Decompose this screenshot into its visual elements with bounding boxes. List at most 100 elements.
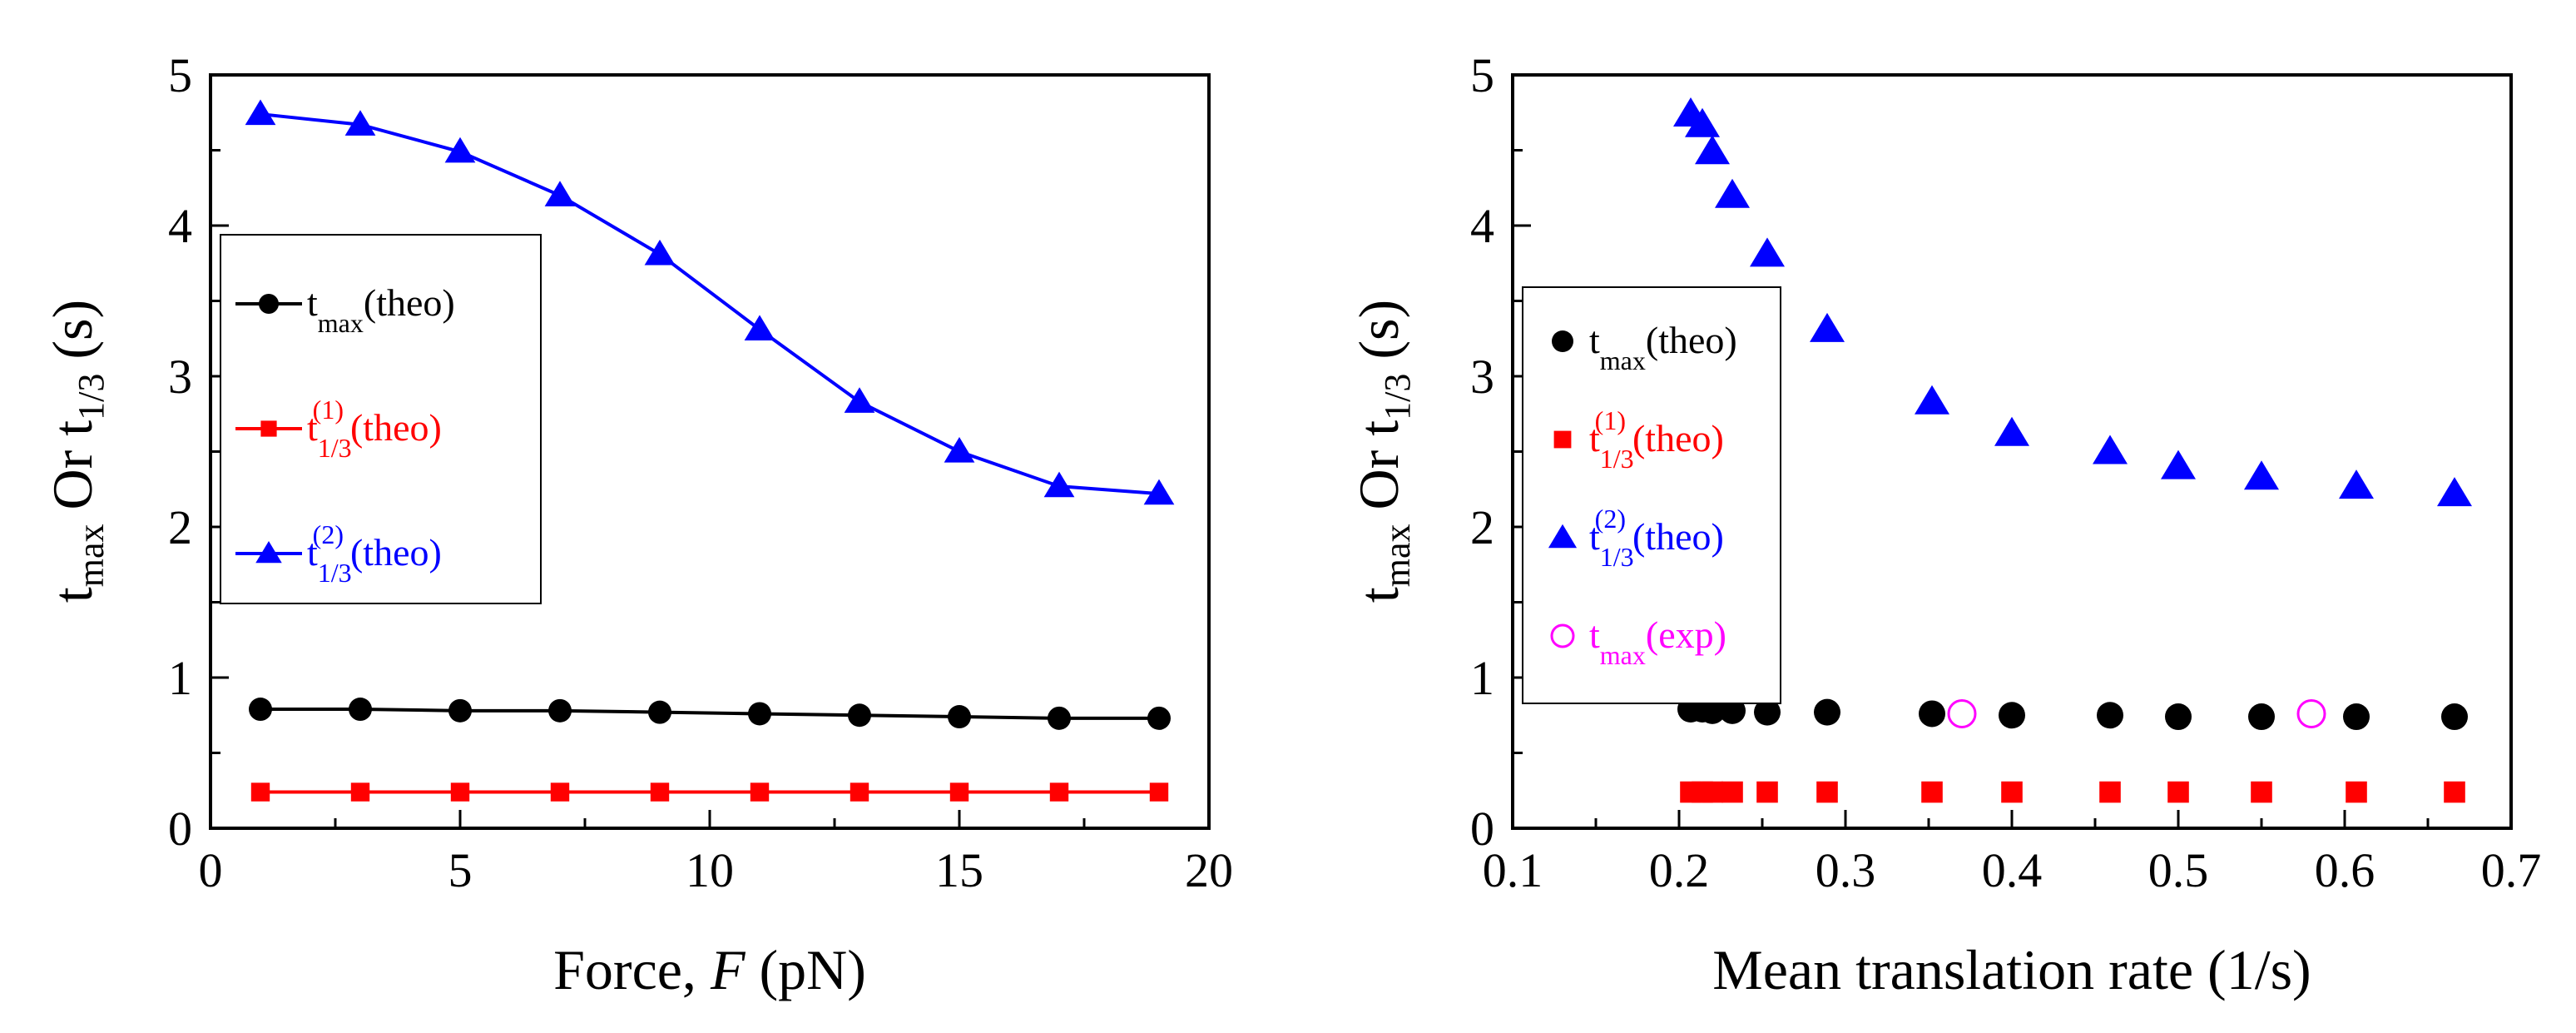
chart1-series-3-marker-1 <box>2296 698 2326 728</box>
legend-item-2: t1/3(2) (theo) <box>235 519 442 588</box>
legend-0-marker-0 <box>1552 330 1573 352</box>
legend-item-0: tmax(theo) <box>1552 319 1737 375</box>
legend-2-marker-0 <box>1548 524 1578 549</box>
chart0-series-1-marker-8 <box>1049 782 1069 802</box>
chart0-series-1 <box>250 782 1169 802</box>
chart0-series-0-marker-9 <box>1147 706 1171 730</box>
chart1-series-1-marker-6 <box>1921 781 1943 803</box>
legend-label: t1/3(2) (theo) <box>307 519 442 588</box>
left-y-axis-title: tmax Or t1/3 (s) <box>41 300 111 603</box>
chart1-series-1-marker-8 <box>2099 781 2121 803</box>
chart1-series-2-marker-10 <box>2244 460 2279 490</box>
x-tick-label: 0.2 <box>1649 843 1710 897</box>
chart0-series-2-marker-3 <box>544 181 576 206</box>
chart0-series-1-marker-0 <box>250 782 270 802</box>
x-tick-label: 10 <box>686 843 734 897</box>
chart0-series-2-marker-8 <box>1043 471 1075 498</box>
chart0-series-1-marker-3 <box>550 782 570 802</box>
chart0-series-2-marker-1 <box>344 110 376 136</box>
chart0-series-0-marker-8 <box>1048 706 1071 730</box>
legend-item-3: tmax(exp) <box>1550 613 1726 670</box>
right-legend-box <box>1522 286 1781 704</box>
chart0-series-1-marker-4 <box>650 782 670 802</box>
legend-3-marker-0 <box>1550 623 1575 648</box>
chart0-series-2 <box>245 99 1175 505</box>
right-y-ticks: 0 1 2 3 4 5 <box>1470 48 1531 856</box>
chart1-series-2 <box>1673 97 2472 507</box>
legend-label: t1/3(2) (theo) <box>1589 504 1724 572</box>
y-tick-label: 1 <box>168 651 192 705</box>
chart0-series-0-marker-2 <box>448 698 472 723</box>
left-series <box>245 99 1175 802</box>
chart1-series-1-marker-5 <box>1816 781 1838 803</box>
chart0-series-0-marker-4 <box>648 700 671 724</box>
chart1-series-2-marker-3 <box>1715 178 1750 208</box>
right-x-ticks: 0.1 0.2 0.3 0.4 0.5 0.6 0.7 <box>1483 810 2541 897</box>
chart1-series-2-marker-5 <box>1810 312 1845 342</box>
chart1-series-0-marker-10 <box>2248 703 2275 731</box>
chart1-series-1-marker-2 <box>1702 781 1723 803</box>
legend-1-marker-0 <box>1553 430 1572 449</box>
right-x-axis-title: Mean translation rate (1/s) <box>1712 938 2311 1001</box>
x-tick-label: 0.1 <box>1483 843 1543 897</box>
chart1-series-0-marker-4 <box>1754 698 1781 726</box>
y-tick-label: 2 <box>168 500 192 554</box>
chart1-series-2-marker-9 <box>2161 449 2196 479</box>
legend-0-marker-0 <box>259 294 279 314</box>
chart1-series-2-marker-8 <box>2093 435 2128 464</box>
legend-2-marker-0 <box>255 541 282 564</box>
legend-item-1: t1/3(1) (theo) <box>235 395 442 463</box>
x-tick-label: 15 <box>935 843 983 897</box>
left-chart: 0 5 10 15 20 0 1 2 3 4 5 Force, F (pN) tmax Or t1… <box>41 48 1233 1001</box>
chart1-series-1 <box>1680 781 2465 803</box>
chart0-series-2-line <box>260 112 1160 496</box>
chart1-series-0-marker-6 <box>1919 700 1945 728</box>
chart1-series-2-marker-12 <box>2437 477 2472 507</box>
x-tick-label: 0.4 <box>1982 843 2043 897</box>
y-tick-label: 0 <box>168 802 192 856</box>
y-tick-label: 2 <box>1470 500 1494 554</box>
chart0-series-1-marker-5 <box>750 782 770 802</box>
chart1-series-2-marker-2 <box>1695 135 1730 165</box>
legend-label: tmax(exp) <box>1589 613 1726 670</box>
right-y-axis-title: tmax Or t1/3 (s) <box>1347 300 1418 603</box>
right-chart: 0.1 0.2 0.3 0.4 0.5 0.6 0.7 0 1 2 3 4 5 Mean transl… <box>1347 48 2541 1001</box>
legend-label: tmax(theo) <box>307 281 455 338</box>
right-legend: tmax(theo) t1/3(1) (theo) t1/3(2) (theo) tmax… <box>1522 286 1781 704</box>
y-tick-label: 4 <box>1470 199 1494 253</box>
chart1-series-2-marker-1 <box>1685 107 1720 137</box>
legend-label: t1/3(1) (theo) <box>307 395 442 463</box>
y-tick-label: 0 <box>1470 802 1494 856</box>
chart0-series-2-marker-4 <box>644 239 676 266</box>
chart0-series-0 <box>249 698 1171 730</box>
chart0-series-2-marker-7 <box>944 437 975 463</box>
legend-item-1: t1/3(1) (theo) <box>1553 405 1724 474</box>
chart1-series-2-marker-4 <box>1750 237 1785 267</box>
y-tick-label: 1 <box>1470 651 1494 705</box>
left-legend: tmax(theo) t1/3(1) (theo) t1/3(2) (theo) <box>220 234 542 604</box>
chart1-series-1-marker-7 <box>2001 781 2023 803</box>
chart1-series-0-marker-8 <box>2097 702 2123 729</box>
legend-item-2: t1/3(2) (theo) <box>1548 504 1724 572</box>
y-tick-label: 3 <box>1470 350 1494 404</box>
chart0-series-1-marker-6 <box>850 782 869 802</box>
left-y-ticks: 0 1 2 3 4 5 <box>168 48 229 856</box>
chart0-series-0-marker-1 <box>349 698 372 722</box>
chart1-series-0-marker-11 <box>2343 703 2370 731</box>
chart1-series-0-marker-7 <box>1999 702 2025 729</box>
x-tick-label: 0.5 <box>2148 843 2209 897</box>
chart1-series-1-marker-3 <box>1721 781 1743 803</box>
chart1-series-1-marker-4 <box>1756 781 1778 803</box>
legend-1-marker-0 <box>260 420 277 437</box>
chart1-series-0-marker-9 <box>2165 703 2192 731</box>
chart0-series-0-marker-3 <box>548 698 572 723</box>
chart0-series-2-marker-9 <box>1143 479 1175 505</box>
chart0-series-1-marker-9 <box>1149 782 1169 802</box>
chart1-series-3 <box>1947 698 2326 728</box>
y-tick-label: 3 <box>168 350 192 404</box>
chart1-series-1-marker-11 <box>2346 781 2367 803</box>
x-tick-label: 0.3 <box>1816 843 1876 897</box>
chart0-series-0-marker-0 <box>249 698 272 722</box>
x-tick-label: 0 <box>199 843 223 897</box>
legend-item-0: tmax(theo) <box>235 281 455 338</box>
